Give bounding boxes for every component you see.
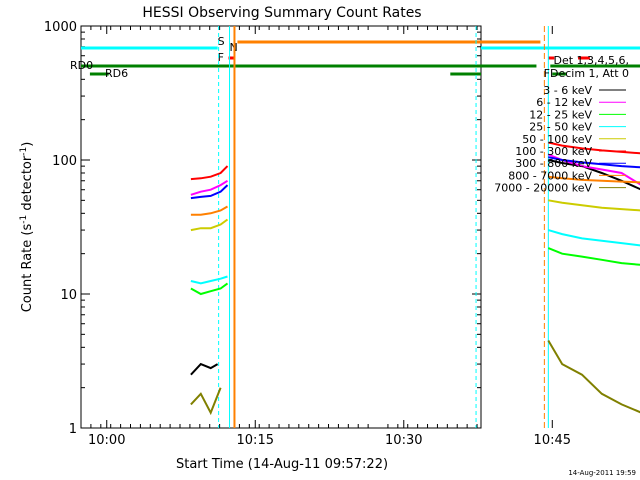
legend-entry-label: 25 - 50 keV	[529, 121, 592, 134]
series-line	[547, 339, 640, 414]
y-tick-label: 100	[52, 154, 77, 169]
y-axis-label-main: Count Rate (s	[20, 224, 35, 313]
legend: Det 1,3,4,5,6, FDecim 1, Att 0 3 - 6 keV…	[494, 54, 629, 195]
saa-label: S	[218, 35, 225, 48]
footer-date: 14-Aug-2011 19:59	[568, 469, 636, 477]
y-axis-label-sup1: -1	[19, 215, 29, 224]
series-line	[190, 218, 229, 232]
series-line	[548, 159, 640, 191]
legend-entry-label: 800 - 7000 keV	[508, 169, 592, 182]
legend-entry-label: 3 - 6 keV	[543, 84, 592, 97]
x-tick-label: 10:30	[385, 433, 422, 448]
legend-entry-label: 300 - 800 keV	[515, 157, 592, 170]
series-line	[190, 205, 229, 216]
series-line	[190, 179, 229, 196]
series-line	[190, 282, 229, 296]
x-tick-label: 10:15	[237, 433, 274, 448]
legend-entry-label: 7000 - 20000 keV	[494, 182, 592, 195]
legend-header-2: FDecim 1, Att 0	[544, 67, 629, 80]
y-tick-label: 1000	[44, 20, 77, 35]
series-line	[190, 362, 219, 376]
rd6-label: RD6	[105, 67, 128, 80]
legend-entry-label: 100 - 300 keV	[515, 145, 592, 158]
rd0-label: RD0	[70, 59, 93, 72]
y-axis: 1 10 100 1000	[44, 20, 481, 437]
series-lines	[190, 141, 640, 416]
series-line	[190, 387, 222, 416]
y-axis-label-sup2: -1	[19, 147, 29, 156]
y-tick-label: 10	[60, 288, 77, 303]
series-line	[548, 175, 640, 184]
flag-bars: SNFRD0RD6	[70, 26, 640, 428]
y-axis-label-end: )	[20, 142, 35, 147]
x-axis-label: Start Time (14-Aug-11 09:57:22)	[176, 457, 388, 472]
legend-entry-label: 50 - 100 keV	[522, 133, 592, 146]
series-line	[547, 247, 640, 266]
series-line	[190, 165, 229, 181]
series-line	[547, 153, 640, 186]
legend-header-1: Det 1,3,4,5,6,	[553, 54, 629, 67]
series-line	[190, 275, 228, 285]
chart-title: HESSI Observing Summary Count Rates	[142, 5, 421, 21]
plot-frame	[80, 25, 482, 429]
y-tick-label: 1	[69, 422, 77, 437]
series-line	[548, 156, 640, 169]
series-line	[548, 199, 640, 212]
flare-label: F	[218, 51, 224, 64]
series-line	[190, 184, 229, 200]
legend-entry-label: 6 - 12 keV	[536, 96, 592, 109]
series-line	[548, 229, 640, 247]
x-tick-label: 10:00	[88, 433, 125, 448]
y-axis-label: Count Rate (s-1 detector-1)	[19, 142, 35, 313]
legend-entry-label: 12 - 25 keV	[529, 108, 592, 121]
x-tick-label: 10:45	[534, 433, 571, 448]
series-line	[548, 141, 640, 155]
y-axis-label-mid: detector	[20, 155, 35, 215]
